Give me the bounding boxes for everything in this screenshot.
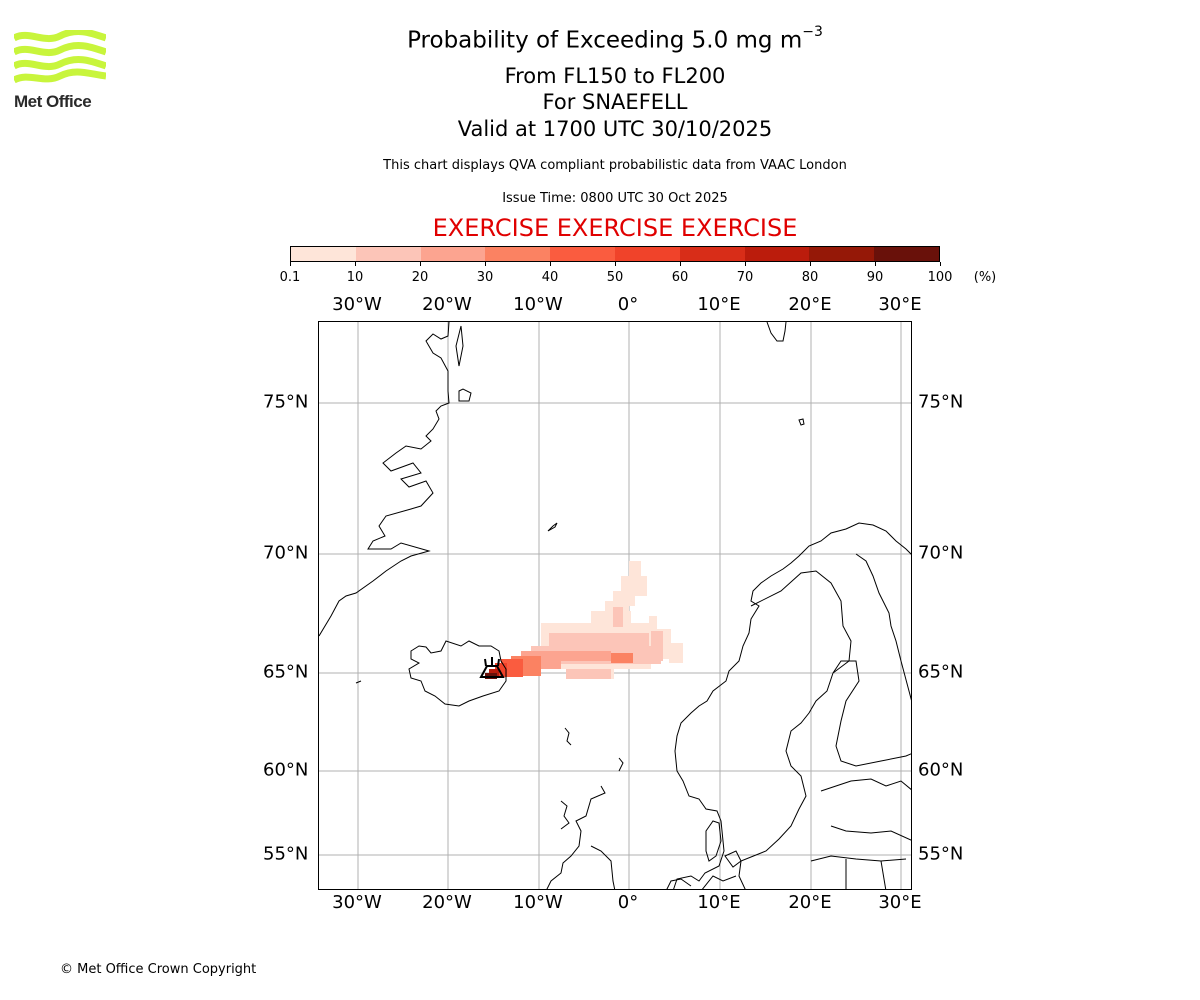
- copyright-notice: © Met Office Crown Copyright: [60, 962, 257, 977]
- lon-label-bottom-10w: 10°W: [513, 892, 563, 913]
- lat-label-right-55n: 55°N: [918, 843, 964, 865]
- svalbard-coast: [766, 322, 787, 342]
- volcano-icon: [479, 657, 505, 678]
- colorbar-tick-label: 70: [736, 270, 754, 285]
- colorbar-tick-mark: [680, 262, 681, 266]
- lon-label-top-10w: 10°W: [513, 294, 563, 315]
- lon-label-bottom-0: 0°: [617, 892, 639, 913]
- colorbar-tick-mark: [615, 262, 616, 266]
- title-text: Probability of Exceeding 5.0 mg m: [407, 27, 803, 54]
- lat-label-left-60n: 60°N: [263, 759, 309, 781]
- exercise-banner: EXERCISE EXERCISE EXERCISE: [432, 214, 798, 242]
- colorbar-tick-label: 90: [866, 270, 884, 285]
- met-office-waves-icon: [12, 28, 108, 84]
- colorbar-segment: [744, 247, 810, 261]
- lat-label-left-65n: 65°N: [263, 661, 309, 683]
- lon-label-top-20e: 20°E: [788, 294, 832, 315]
- colorbar-tick-label: 50: [606, 270, 624, 285]
- lon-label-bottom-30e: 30°E: [878, 892, 922, 913]
- colorbar-segment: [809, 247, 875, 261]
- met-office-logo: Met Office: [12, 28, 109, 112]
- lon-label-bottom-30w: 30°W: [332, 892, 382, 913]
- title-superscript: −3: [802, 24, 823, 40]
- colorbar-tick-label: 60: [671, 270, 689, 285]
- colorbar-tick-label: 40: [541, 270, 559, 285]
- bear-island: [798, 418, 805, 426]
- iceland-coast: [408, 640, 507, 707]
- level-range: From FL150 to FL200: [504, 64, 726, 88]
- colorbar-segment: [614, 247, 680, 261]
- finland-coast: [855, 553, 911, 701]
- lat-label-left-75n: 75°N: [263, 391, 309, 413]
- issue-time: Issue Time: 0800 UTC 30 Oct 2025: [502, 191, 728, 206]
- lon-label-bottom-10e: 10°E: [697, 892, 741, 913]
- gridlines: [319, 322, 911, 889]
- colorbar-tick-mark: [485, 262, 486, 266]
- lat-label-right-65n: 65°N: [918, 661, 964, 683]
- colorbar-tick-mark: [290, 262, 291, 266]
- map-canvas: [319, 322, 911, 889]
- lat-label-right-60n: 60°N: [918, 759, 964, 781]
- colorbar-tick-mark: [810, 262, 811, 266]
- logo-text: Met Office: [14, 92, 92, 111]
- colorbar-segment: [679, 247, 745, 261]
- coastlines: [319, 322, 911, 889]
- colorbar-tick-label: 20: [411, 270, 429, 285]
- lon-label-top-0: 0°: [617, 294, 639, 315]
- ash-plume: [485, 561, 683, 679]
- denmark-coast: [705, 820, 722, 862]
- colorbar-tick-mark: [940, 262, 941, 266]
- colorbar-segment: [550, 247, 615, 261]
- colorbar-tick-label: 10: [346, 270, 364, 285]
- colorbar: [290, 246, 940, 262]
- lon-label-top-30e: 30°E: [878, 294, 922, 315]
- colorbar-tick-mark: [875, 262, 876, 266]
- sweden-finland-border: [738, 570, 852, 889]
- uk-coast: [546, 785, 606, 889]
- chart-description: This chart displays QVA compliant probab…: [383, 158, 847, 173]
- faroe-islands: [564, 727, 572, 746]
- lon-label-top-10e: 10°E: [697, 294, 741, 315]
- colorbar-segment: [420, 247, 486, 261]
- colorbar-segment: [485, 247, 551, 261]
- lat-label-left-55n: 55°N: [263, 843, 309, 865]
- colorbar-tick-label: 30: [476, 270, 494, 285]
- greenland-coast: [319, 322, 450, 637]
- lon-label-top-30w: 30°W: [332, 294, 382, 315]
- lon-label-bottom-20w: 20°W: [422, 892, 472, 913]
- volcano-name: For SNAEFELL: [542, 90, 688, 114]
- colorbar-unit: (%): [973, 270, 997, 285]
- colorbar-tick-label: 100: [927, 270, 953, 285]
- lat-label-right-70n: 70°N: [918, 542, 964, 564]
- map-plot-area: [318, 321, 912, 890]
- lat-label-left-70n: 70°N: [263, 542, 309, 564]
- lat-label-right-75n: 75°N: [918, 391, 964, 413]
- norway-coast: [673, 522, 911, 889]
- colorbar-tick-mark: [745, 262, 746, 266]
- colorbar-tick-label: 80: [801, 270, 819, 285]
- chart-title: Probability of Exceeding 5.0 mg m−3: [0, 24, 1200, 54]
- colorbar-segment: [874, 247, 939, 261]
- baltic-coast: [820, 778, 911, 792]
- colorbar-segment: [291, 247, 356, 261]
- jan-mayen: [547, 522, 558, 532]
- shetland-islands: [618, 757, 624, 772]
- colorbar-tick-mark: [355, 262, 356, 266]
- valid-time: Valid at 1700 UTC 30/10/2025: [457, 117, 773, 141]
- colorbar-tick-mark: [550, 262, 551, 266]
- colorbar-tick-label: 0.1: [279, 270, 301, 285]
- colorbar-tick-mark: [420, 262, 421, 266]
- colorbar-segment: [355, 247, 421, 261]
- lon-label-top-20w: 20°W: [422, 294, 472, 315]
- lon-label-bottom-20e: 20°E: [788, 892, 832, 913]
